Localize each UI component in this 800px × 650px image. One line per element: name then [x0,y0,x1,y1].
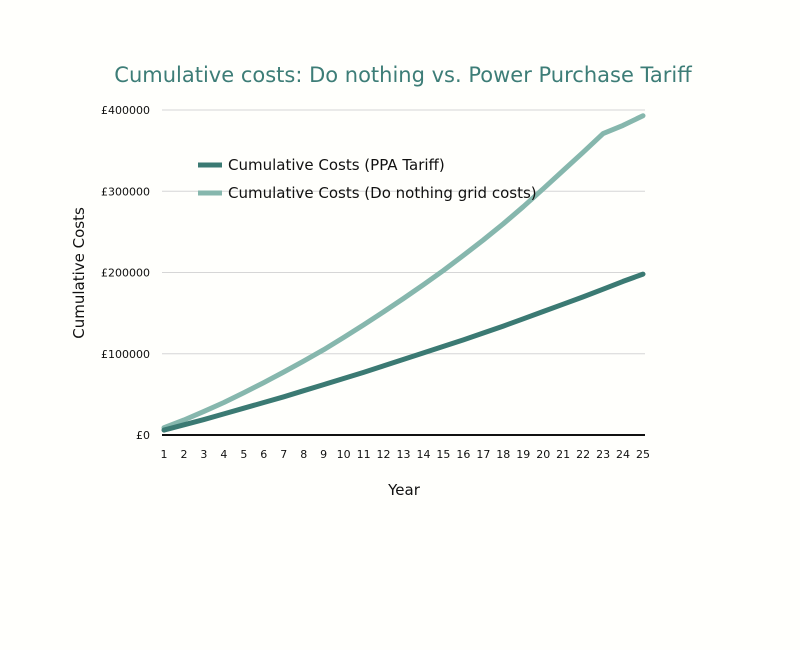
y-axis-ticks: £0 £100000 £200000 £300000 £400000 [101,104,150,442]
series-lines [161,113,646,433]
x-tick-label: 17 [476,448,490,461]
x-tick-label: 19 [516,448,530,461]
x-tick-label: 6 [260,448,267,461]
x-tick-label: 12 [377,448,391,461]
x-tick-label: 9 [320,448,327,461]
legend: Cumulative Costs (PPA Tariff) Cumulative … [198,156,537,202]
x-tick-label: 21 [556,448,570,461]
y-tick-label: £100000 [101,348,150,361]
x-tick-label: 15 [436,448,450,461]
y-tick-label: £400000 [101,104,150,117]
x-tick-label: 10 [337,448,351,461]
series-line-0 [161,271,646,433]
x-tick-label: 3 [200,448,207,461]
x-tick-label: 14 [416,448,430,461]
series-line-1 [161,113,646,431]
y-tick-label: £300000 [101,185,150,198]
y-axis-label: Cumulative Costs [70,207,88,339]
chart-title: Cumulative costs: Do nothing vs. Power P… [114,63,692,87]
x-axis-ticks: 1 2 3 4 5 6 7 8 9 10 11 12 13 14 15 16 17 18 19 20 21 22 23 24 2… [161,448,651,461]
x-tick-label: 22 [576,448,590,461]
x-tick-label: 5 [240,448,247,461]
x-tick-label: 13 [397,448,411,461]
legend-label-0: Cumulative Costs (PPA Tariff) [228,156,445,174]
x-tick-label: 16 [456,448,470,461]
y-tick-label: £0 [136,429,150,442]
x-tick-label: 18 [496,448,510,461]
x-tick-label: 2 [180,448,187,461]
x-tick-label: 1 [161,448,168,461]
x-tick-label: 7 [280,448,287,461]
x-tick-label: 4 [220,448,227,461]
gridlines [162,109,645,355]
x-tick-label: 23 [596,448,610,461]
x-tick-label: 20 [536,448,550,461]
x-tick-label: 11 [357,448,371,461]
x-tick-label: 24 [616,448,630,461]
x-tick-label: 25 [636,448,650,461]
y-tick-label: £200000 [101,267,150,280]
x-axis-label: Year [387,481,421,499]
x-tick-label: 8 [300,448,307,461]
legend-label-1: Cumulative Costs (Do nothing grid costs) [228,184,537,202]
